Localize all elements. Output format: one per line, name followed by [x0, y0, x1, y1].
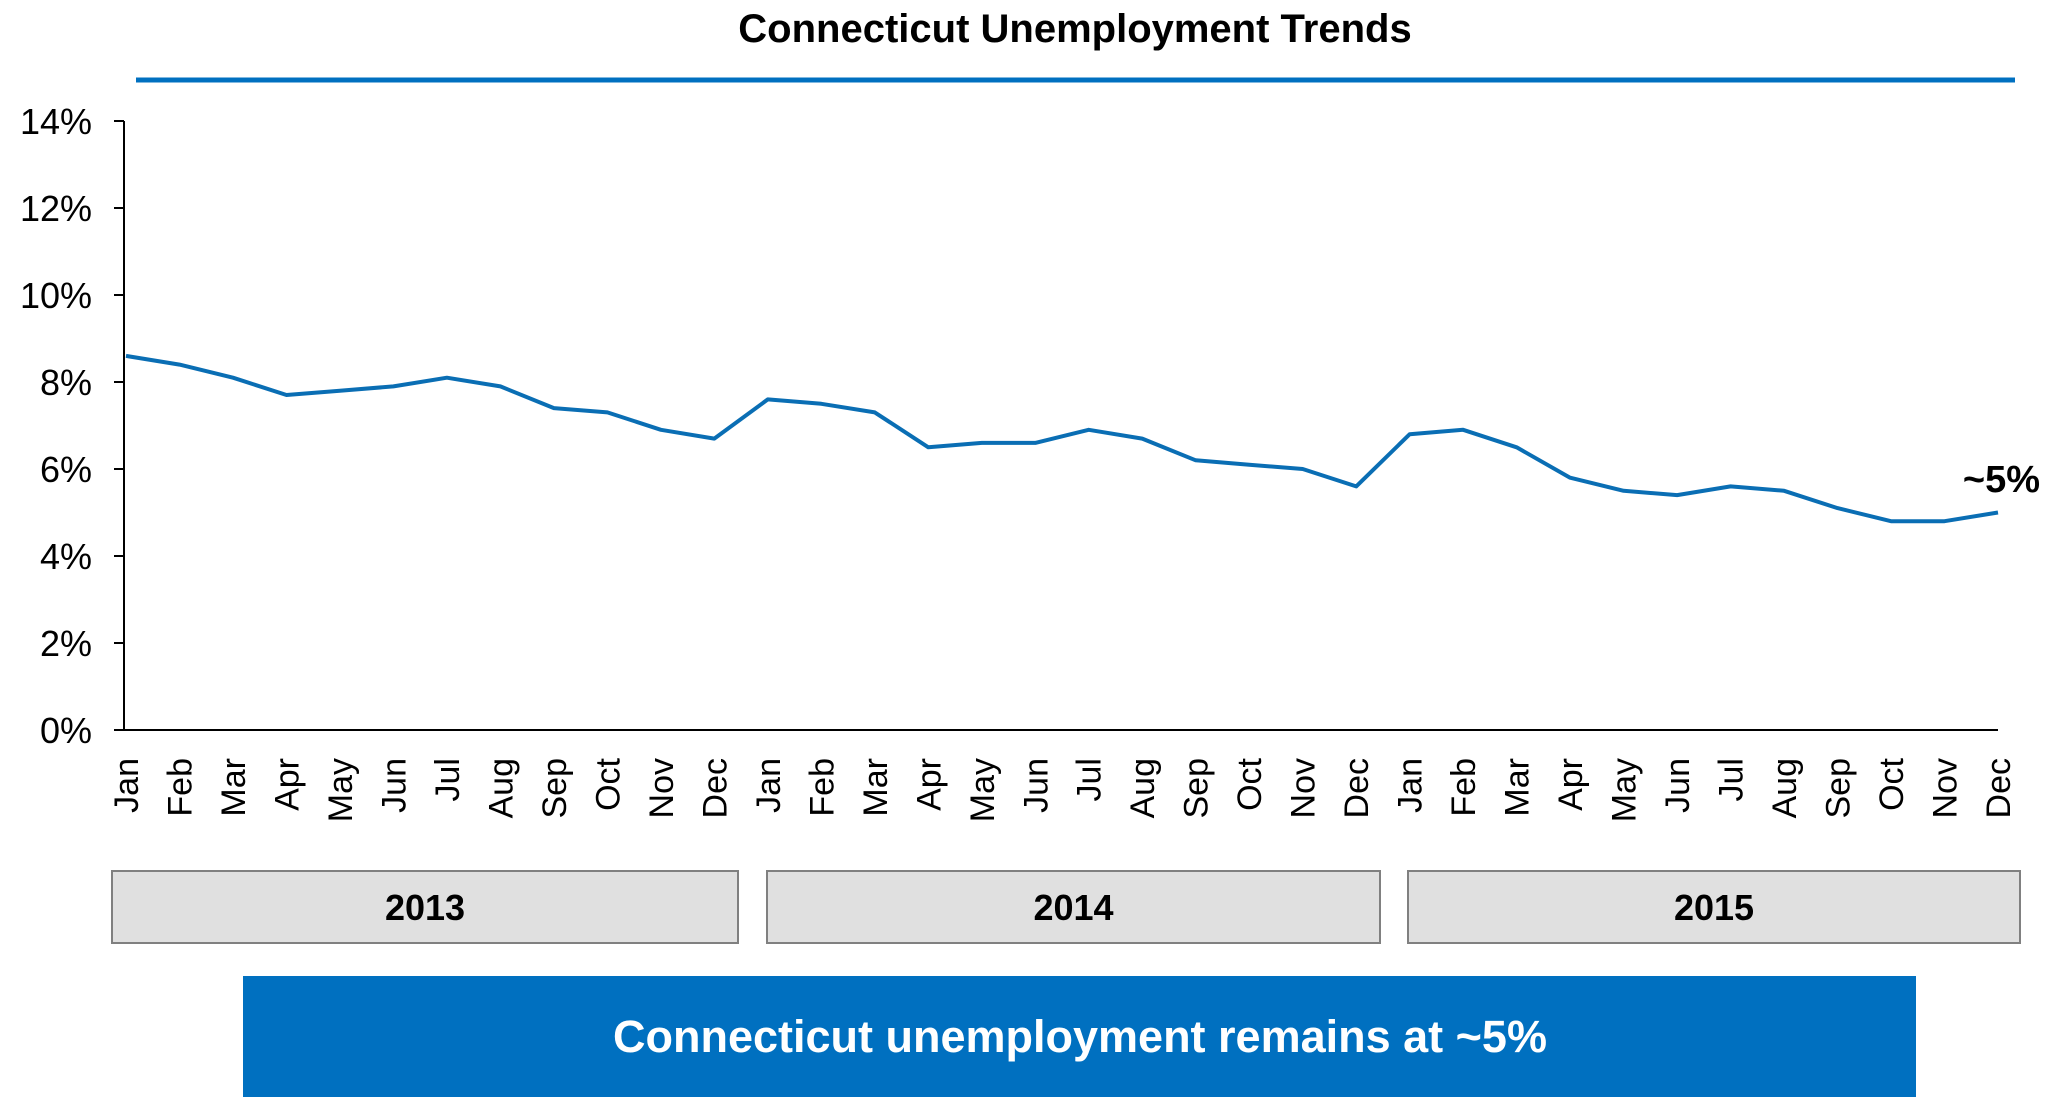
x-tick-label: Feb — [1445, 758, 1483, 817]
y-tick-label: 8% — [40, 362, 92, 403]
x-tick-label: Mar — [215, 758, 253, 817]
callout-text: Connecticut unemployment remains at ~5% — [613, 1011, 1547, 1062]
x-tick-label: Oct — [1873, 757, 1911, 810]
y-tick-label: 10% — [20, 275, 92, 316]
callout-banner — [243, 976, 1916, 1097]
x-tick-label: Apr — [268, 758, 306, 811]
x-tick-label: Jul — [1071, 758, 1109, 801]
y-tick-label: 2% — [40, 623, 92, 664]
x-tick-label: Aug — [1124, 758, 1162, 819]
x-tick-label: Apr — [910, 758, 948, 811]
x-tick-label: May — [964, 758, 1002, 822]
chart-title: Connecticut Unemployment Trends — [738, 7, 1411, 51]
x-tick-label: Jun — [1659, 758, 1697, 813]
y-tick-label: 6% — [40, 449, 92, 490]
x-tick-label: Sep — [1820, 758, 1858, 819]
x-tick-label: Jun — [375, 758, 413, 813]
x-tick-label: Jun — [1017, 758, 1055, 813]
x-tick-label: Dec — [1980, 758, 2018, 818]
series-line-path — [125, 353, 1999, 524]
year-box — [111, 870, 739, 944]
x-tick-label: Nov — [1927, 758, 1965, 818]
x-tick-label: Aug — [482, 758, 520, 819]
year-groups: 2013 2014 2015 — [111, 870, 2021, 944]
series-line — [125, 353, 1999, 524]
x-tick-label: Nov — [643, 758, 681, 818]
x-tick-label: Sep — [1178, 758, 1216, 819]
x-tick-label: Mar — [1499, 758, 1537, 817]
end-annotation: ~5% — [1963, 459, 2040, 501]
x-tick-label: Aug — [1766, 758, 1804, 819]
x-tick-label: Mar — [857, 758, 895, 817]
x-tick-label: May — [1606, 758, 1644, 822]
year-label: 2013 — [385, 887, 465, 928]
y-tick-label: 12% — [20, 188, 92, 229]
x-tick-label: Jan — [108, 758, 146, 813]
x-tick-label: Feb — [803, 758, 841, 817]
x-tick-label: Oct — [1231, 757, 1269, 810]
x-tick-label: Oct — [589, 757, 627, 810]
x-tick-label: May — [322, 758, 360, 822]
x-tick-label: Nov — [1285, 758, 1323, 818]
year-label: 2015 — [1674, 887, 1754, 928]
x-tick-label: Dec — [1338, 758, 1376, 818]
x-tick-label: Jan — [750, 758, 788, 813]
axes: 0% 2% 4% 6% 8% 10% 12% 14% Jan Feb Mar Apr May Jun Jul… — [20, 101, 2018, 822]
x-tick-label: Sep — [536, 758, 574, 819]
y-tick-label: 4% — [40, 536, 92, 577]
x-tick-label: Jul — [1713, 758, 1751, 801]
year-box — [1407, 870, 2021, 944]
y-tick-label: 14% — [20, 101, 92, 142]
year-label: 2014 — [1033, 887, 1113, 928]
y-tick-label: 0% — [40, 710, 92, 751]
x-tick-label: Jan — [1392, 758, 1430, 813]
x-tick-label: Dec — [696, 758, 734, 818]
x-tick-label: Apr — [1552, 758, 1590, 811]
x-tick-label: Jul — [429, 758, 467, 801]
year-box — [766, 870, 1381, 944]
x-tick-label: Feb — [161, 758, 199, 817]
